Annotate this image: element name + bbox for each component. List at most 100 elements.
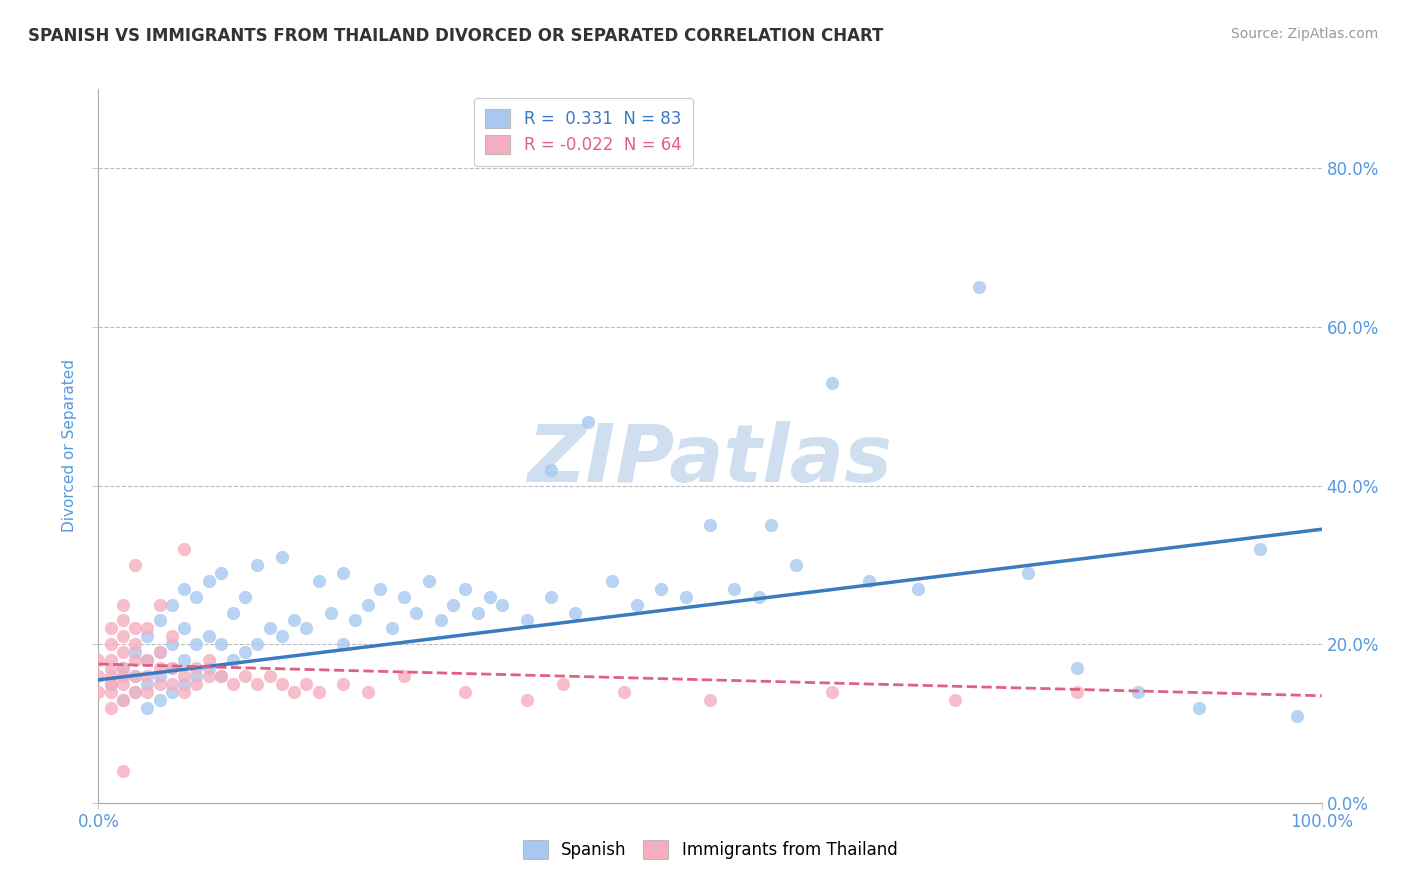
Point [100,621,122,635]
Point [209,669,232,683]
Point [233,669,256,683]
Point [1066,685,1088,699]
Point [124,685,146,699]
Point [124,653,146,667]
Point [858,574,880,588]
Point [111,629,134,643]
Point [173,621,195,635]
Point [478,590,501,604]
Legend: Spanish, Immigrants from Thailand: Spanish, Immigrants from Thailand [516,833,904,866]
Point [295,677,318,691]
Point [136,685,159,699]
Point [283,685,305,699]
Point [136,669,159,683]
Point [332,637,354,651]
Point [270,549,294,564]
Point [136,700,159,714]
Point [197,574,219,588]
Point [246,558,269,572]
Point [173,582,195,596]
Point [392,590,416,604]
Point [467,606,489,620]
Point [626,598,648,612]
Point [160,685,183,699]
Point [222,653,245,667]
Point [405,606,427,620]
Point [222,606,245,620]
Point [160,661,183,675]
Point [1188,700,1211,714]
Point [124,669,146,683]
Point [173,677,195,691]
Point [111,661,134,675]
Point [124,558,146,572]
Point [319,606,342,620]
Point [600,574,623,588]
Point [344,614,367,628]
Point [270,677,294,691]
Point [1128,685,1150,699]
Point [967,280,990,294]
Point [136,621,159,635]
Point [209,566,232,580]
Point [197,661,219,675]
Point [149,669,172,683]
Point [368,582,391,596]
Point [186,661,208,675]
Point [576,415,599,429]
Point [111,692,134,706]
Point [308,574,330,588]
Point [748,590,770,604]
Point [186,669,208,683]
Point [699,518,721,533]
Point [186,590,208,604]
Point [136,677,159,691]
Point [246,637,269,651]
Point [100,653,122,667]
Point [136,629,159,643]
Point [943,692,966,706]
Point [149,598,172,612]
Point [100,677,122,691]
Point [650,582,672,596]
Point [160,637,183,651]
Point [100,637,122,651]
Point [675,590,697,604]
Point [124,637,146,651]
Point [515,614,537,628]
Point [149,677,172,691]
Point [222,677,245,691]
Point [907,582,929,596]
Point [186,677,208,691]
Point [209,637,232,651]
Text: ZIPatlas: ZIPatlas [527,421,893,500]
Point [136,653,159,667]
Point [356,598,378,612]
Point [441,598,464,612]
Point [87,653,110,667]
Point [197,653,219,667]
Point [209,669,232,683]
Point [392,669,416,683]
Point [197,629,219,643]
Point [283,614,305,628]
Point [100,661,122,675]
Point [564,606,586,620]
Point [124,685,146,699]
Point [1249,542,1271,557]
Point [491,598,513,612]
Point [149,645,172,659]
Point [233,645,256,659]
Point [111,614,134,628]
Point [1017,566,1039,580]
Point [308,685,330,699]
Point [100,700,122,714]
Point [454,582,477,596]
Point [381,621,404,635]
Point [515,692,537,706]
Point [613,685,636,699]
Point [149,614,172,628]
Point [149,645,172,659]
Point [332,677,354,691]
Point [111,598,134,612]
